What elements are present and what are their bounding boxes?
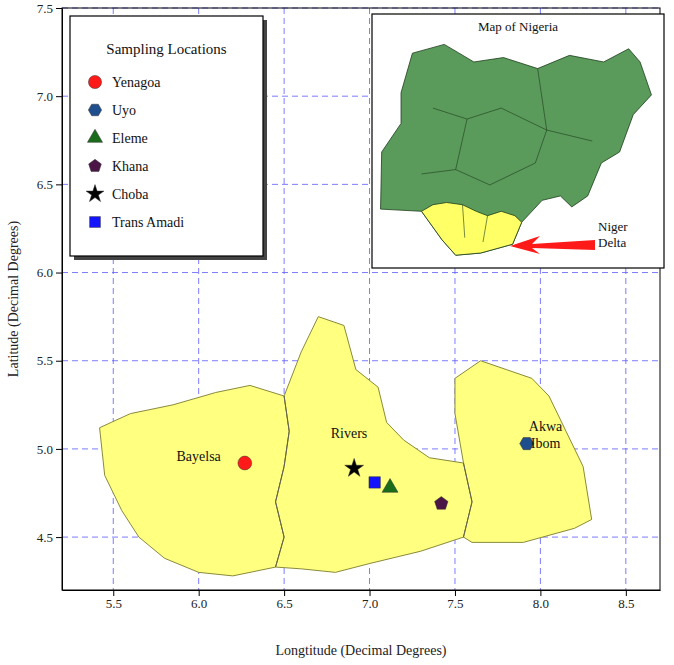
y-axis-title: Latitude (Decimal Degrees) <box>6 221 22 378</box>
tick: 7.5 <box>37 1 62 16</box>
legend-label: Uyo <box>112 103 136 118</box>
tick: 4.5 <box>37 530 62 545</box>
axis-line <box>63 590 661 591</box>
tick: 7.0 <box>37 89 62 104</box>
legend-marker <box>89 159 102 171</box>
plot-area <box>100 317 592 576</box>
legend-marker <box>87 129 102 142</box>
legend-label: Yenagoa <box>112 75 161 90</box>
inset-title: Map of Nigeria <box>478 19 558 34</box>
tick-label: 5.5 <box>106 596 122 611</box>
state-line <box>433 108 467 119</box>
tick-mark <box>199 590 200 596</box>
background <box>0 0 674 665</box>
inset-label: NigerDelta <box>598 219 628 250</box>
markers <box>238 438 534 510</box>
legend: Sampling Locations Yenagoa Uyo Eleme Khana Ch… <box>70 16 267 260</box>
tick-label: 5.5 <box>37 353 53 368</box>
niger-delta-area <box>422 203 522 256</box>
tick-label: 8.5 <box>618 596 634 611</box>
tick-label: 7.5 <box>447 596 463 611</box>
tick: 7.5 <box>447 590 463 611</box>
y-axis: 4.5 5.0 5.5 6.0 6.5 7.0 7.5 <box>37 1 63 591</box>
tick: 7.0 <box>362 590 378 611</box>
legend-marker <box>90 217 101 228</box>
legend-marker <box>88 75 101 88</box>
tick-mark <box>284 590 285 596</box>
state-line <box>463 205 465 238</box>
state-line <box>483 216 488 242</box>
tick-mark <box>56 273 62 274</box>
region-label: Bayelsa <box>177 449 222 464</box>
region <box>455 361 592 543</box>
tick-mark <box>56 8 62 9</box>
grid-line <box>62 360 660 361</box>
tick-mark <box>56 184 62 185</box>
inset-arrow <box>510 236 595 254</box>
tick-label: 6.0 <box>37 265 53 280</box>
location-marker <box>382 479 398 493</box>
legend-marker <box>86 185 104 202</box>
legend-label: Eleme <box>112 131 148 146</box>
tick-label: 6.5 <box>37 177 53 192</box>
tick-mark <box>56 537 62 538</box>
state-line <box>422 170 490 185</box>
state-line <box>501 108 592 141</box>
legend-title: Sampling Locations <box>106 41 227 57</box>
tick: 6.0 <box>37 265 62 280</box>
state-boundary <box>276 396 290 567</box>
x-axis: 5.5 6.0 6.5 7.0 7.5 8.0 8.5 <box>63 590 661 611</box>
tick: 6.5 <box>37 177 62 192</box>
tick-mark <box>626 590 627 596</box>
tick: 5.0 <box>37 442 62 457</box>
x-axis-title: Longtitude (Decimal Degrees) <box>275 643 446 659</box>
tick: 5.5 <box>37 353 62 368</box>
region-label: Rivers <box>331 426 368 441</box>
region <box>100 385 290 575</box>
nigeria-outline <box>381 44 652 255</box>
tick-label: 7.0 <box>362 596 378 611</box>
grid-line <box>62 272 660 273</box>
tick-mark <box>56 96 62 97</box>
location-marker <box>238 456 252 470</box>
location-marker <box>345 458 364 476</box>
tick: 8.0 <box>533 590 549 611</box>
plot-frame <box>62 8 660 590</box>
legend-box <box>70 16 263 256</box>
grid <box>62 8 660 590</box>
tick-label: 8.0 <box>533 596 549 611</box>
tick-label: 6.0 <box>191 596 207 611</box>
legend-label: Khana <box>112 159 149 174</box>
tick-mark <box>370 590 371 596</box>
state-line <box>490 130 547 185</box>
tick: 5.5 <box>106 590 122 611</box>
region-label: AkwaIbom <box>529 419 563 451</box>
location-marker <box>369 477 380 488</box>
legend-label: Choba <box>112 187 149 202</box>
location-marker <box>435 497 448 510</box>
tick-mark <box>56 449 62 450</box>
tick: 6.5 <box>276 590 292 611</box>
state-boundary <box>464 463 473 537</box>
legend-label: Trans Amadi <box>112 215 184 230</box>
tick-label: 5.0 <box>37 442 53 457</box>
tick-mark <box>113 590 114 596</box>
tick-mark <box>540 590 541 596</box>
tick: 6.0 <box>191 590 207 611</box>
tick: 8.5 <box>618 590 634 611</box>
tick-mark <box>455 590 456 596</box>
inset-map: Map of Nigeria NigerDelta <box>372 14 664 268</box>
chart: 5.5 6.0 6.5 7.0 7.5 8.0 8.5 4.5 5.0 5.5 6.0 6.5 7.0 7… <box>0 0 674 665</box>
region <box>276 317 472 573</box>
axis-line <box>62 9 63 591</box>
state-line <box>538 69 547 130</box>
tick-label: 7.0 <box>37 89 53 104</box>
tick-label: 6.5 <box>276 596 292 611</box>
tick-mark <box>56 361 62 362</box>
tick-label: 7.5 <box>37 1 53 16</box>
legend-marker <box>88 104 101 116</box>
tick-label: 4.5 <box>37 530 53 545</box>
inset-box <box>372 14 664 268</box>
